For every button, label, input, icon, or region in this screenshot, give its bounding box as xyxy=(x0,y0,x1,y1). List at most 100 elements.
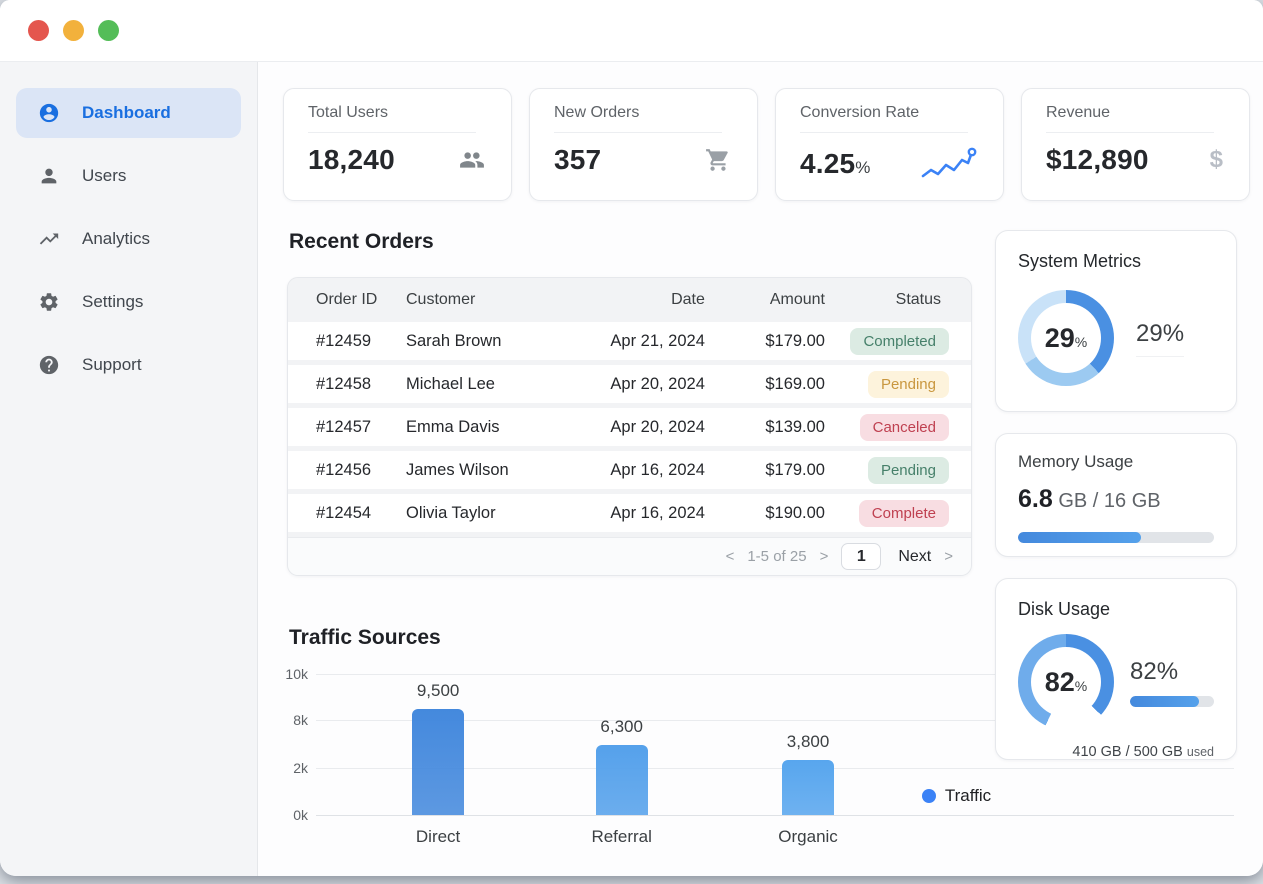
next-page-chevron-icon[interactable]: > xyxy=(944,548,953,565)
disk-detail-label: 410 GB / 500 GB used xyxy=(1018,744,1214,760)
order-id-cell: #12457 xyxy=(288,418,406,437)
stat-title: New Orders xyxy=(554,104,737,122)
sidebar-item-dashboard[interactable]: Dashboard xyxy=(16,88,241,138)
stat-value: $12,890 xyxy=(1046,144,1149,176)
sidebar-item-users[interactable]: Users xyxy=(16,151,241,201)
window-titlebar xyxy=(0,0,1263,62)
sidebar-item-label: Settings xyxy=(82,292,143,312)
amount-cell: $169.00 xyxy=(719,375,829,394)
y-tick-label: 0k xyxy=(293,807,308,823)
column-header-customer: Customer xyxy=(406,291,574,309)
table-row[interactable]: #12458 Michael Lee Apr 20, 2024 $169.00 … xyxy=(288,365,971,408)
memory-total-label: GB / 16 GB xyxy=(1053,490,1161,512)
date-cell: Apr 21, 2024 xyxy=(574,332,719,351)
donut-value: 29 xyxy=(1045,323,1075,354)
stat-unit: % xyxy=(855,158,870,177)
account-circle-icon xyxy=(38,102,60,124)
system-donut-gauge: 29 % xyxy=(1018,290,1114,386)
status-badge: Pending xyxy=(868,457,949,484)
sidebar-item-support[interactable]: Support xyxy=(16,340,241,390)
status-badge: Completed xyxy=(850,328,949,355)
sidebar-item-analytics[interactable]: Analytics xyxy=(16,214,241,264)
card-title: Disk Usage xyxy=(1018,599,1214,620)
pagination-range: 1-5 of 25 xyxy=(747,548,806,565)
previous-page-chevron-icon[interactable]: < xyxy=(726,548,735,565)
order-id-cell: #12459 xyxy=(288,332,406,351)
current-page-button[interactable]: 1 xyxy=(841,543,881,570)
stat-title: Total Users xyxy=(308,104,491,122)
memory-used-value: 6.8 xyxy=(1018,485,1053,513)
customer-cell: Michael Lee xyxy=(406,375,574,394)
card-title: System Metrics xyxy=(1018,251,1214,272)
customer-cell: James Wilson xyxy=(406,461,574,480)
sidebar-item-settings[interactable]: Settings xyxy=(16,277,241,327)
metrics-column: System Metrics 29 % 29% Memory Usage 6.8… xyxy=(995,230,1237,760)
date-cell: Apr 16, 2024 xyxy=(574,461,719,480)
memory-progress-fill xyxy=(1018,532,1141,543)
disk-donut-gauge: 82 % xyxy=(1018,634,1114,730)
stats-row: Total Users 18,240 New Orders 357 Conver… xyxy=(283,88,1250,201)
disk-percent-label: 82% xyxy=(1130,658,1214,686)
stat-value: 4.25 xyxy=(800,148,855,179)
next-page-button[interactable]: Next xyxy=(898,548,931,566)
y-tick-label: 8k xyxy=(293,712,308,728)
divider xyxy=(308,132,476,133)
bar-group-referral: 6,300 Referral xyxy=(562,665,682,815)
bar-group-organic: 3,800 Organic xyxy=(748,665,868,815)
donut-value: 82 xyxy=(1045,667,1075,698)
date-cell: Apr 20, 2024 xyxy=(574,418,719,437)
table-row[interactable]: #12456 James Wilson Apr 16, 2024 $179.00… xyxy=(288,451,971,494)
order-id-cell: #12456 xyxy=(288,461,406,480)
x-category-label: Organic xyxy=(778,827,838,847)
table-row[interactable]: #12457 Emma Davis Apr 20, 2024 $139.00 C… xyxy=(288,408,971,451)
stat-card-conversion-rate: Conversion Rate 4.25% xyxy=(775,88,1004,201)
close-window-button[interactable] xyxy=(28,20,49,41)
donut-unit: % xyxy=(1075,334,1087,350)
pagination-bar: < 1-5 of 25 > 1 Next > xyxy=(288,537,971,575)
sparkline-icon xyxy=(919,144,977,184)
system-metrics-card: System Metrics 29 % 29% xyxy=(995,230,1237,412)
y-tick-label: 10k xyxy=(285,666,308,682)
bar-organic[interactable] xyxy=(782,760,834,816)
table-header-row: Order ID Customer Date Amount Status xyxy=(288,278,971,322)
person-icon xyxy=(38,165,60,187)
table-row[interactable]: #12454 Olivia Taylor Apr 16, 2024 $190.0… xyxy=(288,494,971,537)
disk-progress-fill xyxy=(1130,696,1199,707)
bar-direct[interactable] xyxy=(412,709,464,816)
memory-usage-card: Memory Usage 6.8 GB / 16 GB xyxy=(995,433,1237,557)
sidebar-item-label: Analytics xyxy=(82,229,150,249)
chart-legend[interactable]: Traffic xyxy=(922,786,991,806)
sidebar: Dashboard Users Analytics Settings Suppo… xyxy=(0,62,258,876)
table-row[interactable]: #12459 Sarah Brown Apr 21, 2024 $179.00 … xyxy=(288,322,971,365)
column-header-amount: Amount xyxy=(719,291,829,309)
x-axis-line: 0k xyxy=(316,815,1234,816)
help-circle-icon xyxy=(38,354,60,376)
stat-card-total-users: Total Users 18,240 xyxy=(283,88,512,201)
column-header-status: Status xyxy=(829,291,971,309)
x-category-label: Direct xyxy=(416,827,460,847)
zoom-window-button[interactable] xyxy=(98,20,119,41)
card-title: Memory Usage xyxy=(1018,452,1214,472)
status-badge: Complete xyxy=(859,500,949,527)
legend-dot-icon xyxy=(922,789,936,803)
divider xyxy=(1046,132,1214,133)
status-badge: Canceled xyxy=(860,414,949,441)
date-cell: Apr 20, 2024 xyxy=(574,375,719,394)
disk-usage-card: Disk Usage 82 % 82% xyxy=(995,578,1237,760)
status-badge: Pending xyxy=(868,371,949,398)
stat-card-revenue: Revenue $12,890 $ xyxy=(1021,88,1250,201)
disk-progress-bar xyxy=(1130,696,1214,707)
app-window: Dashboard Users Analytics Settings Suppo… xyxy=(0,0,1263,876)
minimize-window-button[interactable] xyxy=(63,20,84,41)
divider xyxy=(800,132,968,133)
bar-referral[interactable] xyxy=(596,745,648,816)
date-cell: Apr 16, 2024 xyxy=(574,504,719,523)
amount-cell: $190.00 xyxy=(719,504,829,523)
next-range-chevron-icon[interactable]: > xyxy=(820,548,829,565)
users-group-icon xyxy=(459,147,485,173)
y-tick-label: 2k xyxy=(293,760,308,776)
stat-card-new-orders: New Orders 357 xyxy=(529,88,758,201)
bar-value-label: 9,500 xyxy=(378,681,498,701)
memory-progress-bar xyxy=(1018,532,1214,543)
order-id-cell: #12458 xyxy=(288,375,406,394)
